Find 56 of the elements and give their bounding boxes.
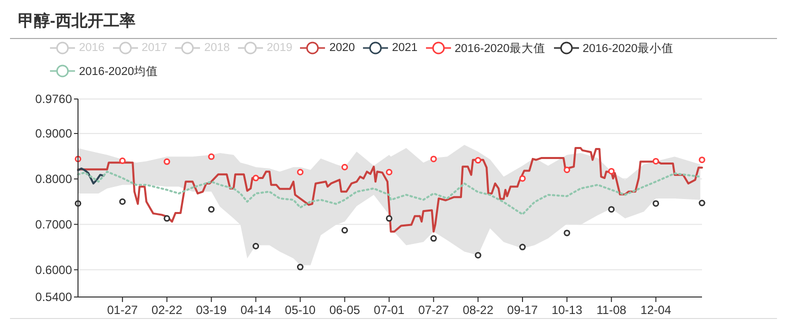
line-series	[77, 167, 105, 184]
legend-label: 2016-2020均值	[79, 64, 158, 78]
legend-label: 2016-2020最大值	[454, 42, 546, 56]
x-tick-label: 07-27	[418, 303, 450, 317]
legend-label: 2020	[329, 42, 355, 54]
x-tick-label: 06-05	[329, 303, 360, 317]
point	[341, 164, 348, 170]
point	[564, 166, 570, 174]
line-series	[77, 147, 703, 233]
x-tick-label: 05-10	[284, 303, 316, 317]
y-tick-label: 0.9000	[35, 126, 72, 141]
point	[608, 168, 615, 174]
point	[652, 200, 660, 207]
x-tick-label: 10-13	[552, 303, 583, 317]
point	[519, 175, 526, 182]
point	[474, 157, 482, 164]
y-tick-label: 0.5400	[35, 290, 72, 304]
x-tick-label: 12-04	[640, 303, 672, 317]
legend-label: 2021	[392, 42, 418, 54]
point	[252, 242, 260, 250]
x-tick-label: 07-01	[374, 303, 405, 317]
point	[652, 158, 660, 164]
point	[208, 206, 215, 213]
point	[208, 153, 215, 160]
point	[296, 168, 304, 176]
point	[698, 200, 706, 206]
x-tick-label: 04-14	[240, 303, 272, 317]
point	[430, 156, 437, 162]
point	[119, 198, 126, 205]
x-tick-label: 03-19	[196, 303, 228, 317]
point	[119, 158, 126, 164]
y-tick-label: 0.7000	[35, 218, 72, 232]
point	[164, 158, 170, 165]
point	[252, 174, 260, 182]
point	[430, 235, 437, 242]
point	[474, 252, 482, 258]
line-series	[77, 170, 702, 216]
point	[519, 244, 526, 250]
point	[341, 226, 348, 234]
x-tick-label: 09-17	[507, 303, 538, 317]
point	[386, 215, 392, 222]
legend-label: 2016-2020最小值	[582, 42, 674, 56]
point	[608, 206, 615, 213]
y-tick-label: 0.9760	[35, 92, 72, 106]
y-tick-label: 0.8000	[35, 172, 72, 186]
x-tick-label: 11-08	[596, 303, 627, 317]
point	[698, 156, 706, 164]
point	[164, 215, 170, 222]
point	[296, 264, 304, 270]
x-tick-label: 01-27	[107, 303, 138, 317]
point	[386, 168, 392, 176]
x-tick-label: 02-22	[152, 303, 183, 317]
chart-title: 甲醇-西北开工率	[18, 11, 136, 30]
y-tick-label: 0.6000	[35, 262, 72, 277]
x-tick-label: 08-22	[462, 303, 494, 317]
point	[564, 230, 570, 236]
